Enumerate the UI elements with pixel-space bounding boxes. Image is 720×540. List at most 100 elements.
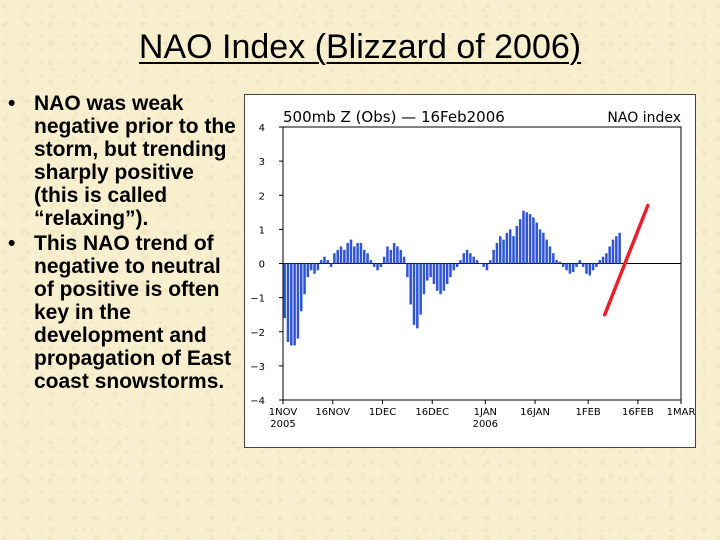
nao-bar bbox=[426, 263, 429, 281]
nao-bar bbox=[329, 263, 333, 267]
nao-bar bbox=[495, 243, 499, 264]
nao-bar bbox=[545, 239, 548, 264]
nao-bar bbox=[505, 232, 509, 264]
nao-bar bbox=[416, 263, 419, 329]
nao-bar bbox=[538, 229, 542, 264]
nao-bar bbox=[306, 263, 310, 278]
nao-chart: 500mb Z (Obs) — 16Feb2006 NAO index −4 −3… bbox=[244, 94, 696, 448]
x-tick-label: 1JAN bbox=[474, 407, 497, 418]
nao-bar bbox=[353, 246, 356, 264]
nao-bar bbox=[333, 253, 336, 264]
nao-bar bbox=[452, 263, 456, 271]
nao-bar bbox=[412, 263, 416, 325]
nao-bar bbox=[578, 260, 582, 264]
nao-bar bbox=[482, 263, 485, 267]
bullet-icon: • bbox=[8, 232, 16, 255]
nao-bar bbox=[283, 263, 286, 319]
nao-bar bbox=[432, 263, 436, 284]
nao-bar bbox=[369, 260, 373, 264]
nao-bar bbox=[290, 263, 293, 346]
nao-bar bbox=[591, 263, 595, 271]
bullet-item: • This NAO trend of negative to neutral … bbox=[8, 232, 244, 393]
nao-bar bbox=[286, 263, 290, 342]
nao-bar bbox=[389, 249, 393, 264]
nao-bar bbox=[611, 239, 615, 264]
nao-bar bbox=[362, 249, 366, 264]
nao-bar bbox=[359, 243, 363, 264]
nao-bar bbox=[502, 239, 505, 264]
nao-bar bbox=[601, 256, 605, 264]
nao-bar bbox=[439, 263, 442, 295]
y-tick-label: −1 bbox=[250, 294, 265, 305]
bullet-text: NAO was weak negative prior to the storm… bbox=[34, 92, 236, 230]
nao-bar bbox=[512, 236, 515, 264]
nao-bar bbox=[489, 260, 492, 264]
nao-bar bbox=[525, 212, 529, 264]
nao-bar bbox=[313, 263, 316, 274]
y-tick-label: −2 bbox=[250, 328, 265, 339]
nao-bar bbox=[409, 263, 412, 305]
nao-bar bbox=[571, 263, 575, 273]
nao-bar bbox=[406, 263, 409, 278]
nao-bar bbox=[372, 263, 376, 267]
nao-bar bbox=[475, 260, 479, 264]
x-tick-label: 16FEB bbox=[622, 407, 654, 418]
nao-bar bbox=[449, 263, 452, 278]
y-tick-label: 2 bbox=[259, 191, 265, 202]
nao-bar bbox=[558, 261, 562, 264]
chart-title-right: NAO index bbox=[607, 110, 681, 126]
nao-bar bbox=[396, 246, 399, 264]
y-tick-label: 4 bbox=[259, 123, 265, 134]
nao-bar bbox=[323, 256, 326, 264]
nao-bar bbox=[508, 229, 512, 264]
nao-bar bbox=[469, 253, 472, 264]
nao-bar bbox=[293, 263, 296, 346]
nao-bar bbox=[299, 263, 303, 312]
nao-bar bbox=[435, 263, 439, 291]
bullet-text: This NAO trend of negative to neutral of… bbox=[34, 232, 232, 393]
nao-bar bbox=[422, 263, 426, 295]
nao-bar bbox=[429, 263, 432, 278]
y-tick-label: −3 bbox=[250, 362, 265, 373]
nao-bar bbox=[515, 225, 519, 264]
nao-bar bbox=[532, 217, 535, 264]
nao-bar bbox=[615, 236, 618, 264]
y-tick-label: 1 bbox=[259, 225, 265, 236]
nao-bar bbox=[336, 249, 339, 264]
nao-bar bbox=[542, 232, 545, 264]
nao-bar bbox=[382, 256, 386, 264]
nao-bar bbox=[535, 222, 538, 264]
chart-title: 500mb Z (Obs) — 16Feb2006 bbox=[283, 108, 505, 126]
y-tick-label: −4 bbox=[250, 396, 265, 407]
nao-bar bbox=[319, 260, 323, 264]
x-tick-label: 1FEB bbox=[575, 407, 600, 418]
nao-bar bbox=[462, 253, 466, 264]
nao-bar bbox=[581, 263, 585, 267]
nao-bar bbox=[485, 263, 489, 271]
nao-bar bbox=[595, 263, 598, 267]
x-tick-label: 1DEC bbox=[369, 407, 396, 418]
nao-bar bbox=[498, 236, 502, 264]
nao-bar bbox=[346, 243, 349, 264]
bullet-list: • NAO was weak negative prior to the sto… bbox=[8, 92, 244, 395]
nao-bar bbox=[309, 263, 313, 271]
nao-bar bbox=[522, 210, 525, 264]
slide-title: NAO Index (Blizzard of 2006) bbox=[138, 28, 582, 66]
nao-bar bbox=[379, 263, 383, 267]
nao-bar bbox=[618, 232, 621, 264]
nao-bar bbox=[316, 263, 320, 271]
nao-bar bbox=[376, 263, 379, 271]
nao-bar bbox=[326, 260, 330, 264]
nao-bar bbox=[339, 246, 343, 264]
x-tick-label: 16DEC bbox=[415, 407, 449, 418]
nao-bar bbox=[399, 249, 403, 264]
nao-bar bbox=[568, 263, 572, 274]
nao-bar bbox=[366, 253, 369, 264]
nao-chart-svg: 500mb Z (Obs) — 16Feb2006 NAO index −4 −3… bbox=[250, 108, 695, 430]
nao-bar bbox=[585, 263, 588, 274]
nao-bar bbox=[296, 263, 300, 339]
nao-bar bbox=[575, 263, 578, 267]
x-tick-label: 16JAN bbox=[520, 407, 550, 418]
nao-bar bbox=[343, 249, 346, 264]
nao-bar bbox=[552, 253, 555, 264]
